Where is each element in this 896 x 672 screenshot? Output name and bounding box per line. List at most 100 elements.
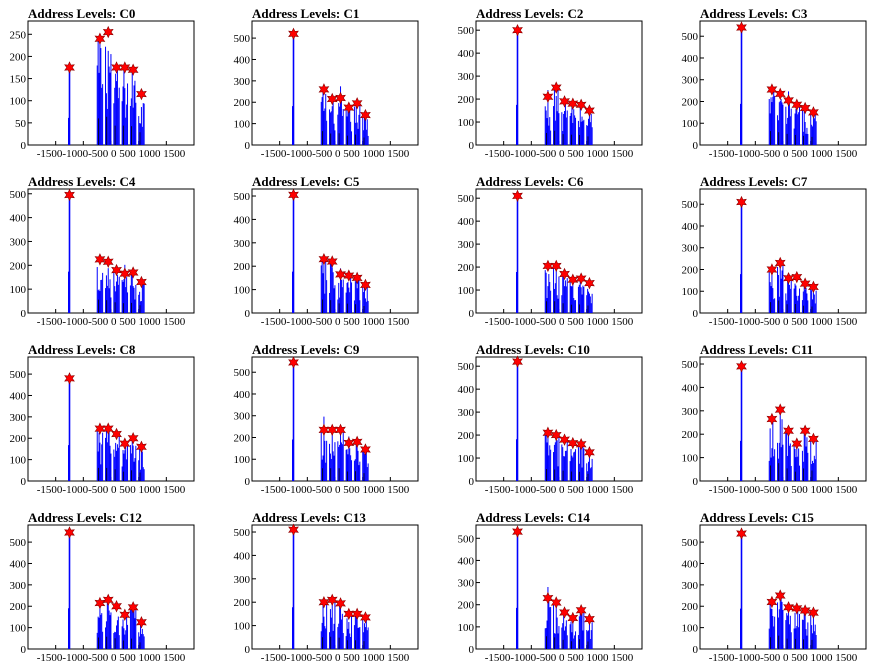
y-tick-label: 500 bbox=[458, 25, 475, 37]
peak-marker bbox=[584, 612, 595, 626]
peak-marker bbox=[766, 412, 778, 426]
histogram-bars bbox=[516, 30, 593, 145]
x-tick-labels: -1500-1000-500 0 500 1000 1500 bbox=[37, 484, 186, 496]
peak-marker bbox=[542, 259, 554, 273]
peak-marker bbox=[774, 403, 786, 416]
y-tick-label: 200 bbox=[10, 433, 27, 445]
peak-marker bbox=[774, 589, 786, 602]
y-tick-label: 200 bbox=[682, 264, 699, 276]
peak-marker bbox=[791, 270, 803, 284]
histogram-bars bbox=[740, 202, 817, 313]
y-tick-label: 200 bbox=[458, 94, 475, 106]
y-tick-label: 100 bbox=[458, 285, 475, 297]
y-tick-label: 0 bbox=[245, 476, 251, 488]
peak-marker bbox=[559, 95, 570, 108]
peak-marker bbox=[575, 438, 587, 451]
histogram-bars bbox=[68, 194, 145, 313]
peak-marker bbox=[64, 526, 75, 539]
peak-marker bbox=[119, 608, 131, 622]
y-tick-label: 0 bbox=[21, 644, 27, 656]
y-tick-label: 100 bbox=[10, 284, 27, 296]
y-tick-label: 0 bbox=[469, 308, 475, 320]
panel-title: Address Levels: C6 bbox=[476, 174, 584, 189]
y-tick-label: 100 bbox=[682, 623, 699, 635]
peak-marker bbox=[64, 188, 75, 202]
panel-title: Address Levels: C3 bbox=[700, 6, 808, 21]
peak-marker bbox=[127, 266, 139, 279]
x-tick-labels: -1500-1000-500 0 500 1000 1500 bbox=[261, 316, 410, 328]
peak-marker bbox=[288, 27, 299, 41]
panel-4: Address Levels: C4 0 100 200 300 400 500 -1500-… bbox=[10, 174, 195, 328]
peak-marker bbox=[512, 189, 523, 203]
y-tick-label: 500 bbox=[234, 33, 251, 45]
y-tick-label: 250 bbox=[10, 29, 27, 41]
peak-marker bbox=[360, 443, 371, 456]
y-tick-label: 300 bbox=[234, 76, 251, 88]
peak-marker bbox=[575, 604, 587, 617]
panel-8: Address Levels: C8 0 100 200 300 400 500 -1500-… bbox=[10, 342, 195, 496]
plot-frame bbox=[27, 188, 195, 314]
y-tick-label: 500 bbox=[682, 537, 699, 549]
peak-marker bbox=[766, 263, 778, 276]
peak-marker bbox=[542, 591, 554, 605]
y-tick-label: 100 bbox=[682, 118, 699, 130]
y-tick-label: 0 bbox=[245, 308, 251, 320]
peak-marker bbox=[360, 611, 371, 624]
y-tick-label: 150 bbox=[10, 74, 27, 86]
peak-marker bbox=[766, 595, 778, 609]
peak-marker bbox=[351, 607, 363, 621]
panel-11: Address Levels: C11 0 100 200 300 400 500 -1500… bbox=[682, 342, 867, 496]
panel-title: Address Levels: C8 bbox=[28, 342, 136, 357]
y-tick-label: 0 bbox=[21, 140, 27, 152]
peak-marker bbox=[512, 23, 523, 37]
peak-marker bbox=[111, 427, 122, 441]
peak-marker bbox=[791, 437, 803, 450]
panel-title: Address Levels: C2 bbox=[476, 6, 583, 21]
panel-title: Address Levels: C1 bbox=[252, 6, 359, 21]
peak-marker bbox=[567, 97, 579, 110]
histogram-bars bbox=[292, 194, 369, 313]
y-tick-label: 500 bbox=[10, 369, 27, 381]
peak-marker bbox=[335, 423, 346, 437]
y-tick-label: 400 bbox=[234, 214, 251, 226]
histogram-bars bbox=[292, 33, 369, 145]
peak-marker bbox=[360, 278, 371, 292]
y-tick-label: 0 bbox=[21, 476, 27, 488]
peak-marker bbox=[335, 268, 346, 281]
peak-marker bbox=[783, 601, 794, 614]
y-tick-label: 200 bbox=[10, 51, 27, 63]
y-tick-label: 500 bbox=[682, 199, 699, 211]
y-tick-label: 400 bbox=[458, 216, 475, 228]
peak-marker bbox=[774, 87, 786, 101]
histogram-bars bbox=[68, 37, 145, 145]
peak-marker bbox=[318, 595, 330, 609]
panel-14: Address Levels: C14 0 100 200 300 400 500 -1500… bbox=[458, 510, 643, 664]
y-tick-label: 300 bbox=[682, 406, 699, 418]
y-tick-label: 200 bbox=[10, 601, 27, 613]
panel-12: Address Levels: C12 0 100 200 300 400 500 -1500… bbox=[10, 510, 195, 664]
peak-marker bbox=[791, 602, 803, 615]
y-tick-label: 100 bbox=[458, 453, 475, 465]
plot-frame bbox=[251, 20, 419, 146]
peak-marker bbox=[119, 61, 131, 74]
peak-marker bbox=[512, 525, 523, 538]
x-tick-labels: -1500-1000-500 0 500 1000 1500 bbox=[261, 148, 410, 160]
peak-marker bbox=[360, 108, 371, 122]
peak-marker bbox=[119, 437, 131, 450]
y-tick-label: 400 bbox=[682, 221, 699, 233]
y-tick-label: 200 bbox=[682, 96, 699, 108]
x-tick-labels: -1500-1000-500 0 500 1000 1500 bbox=[709, 484, 858, 496]
y-tick-label: 400 bbox=[458, 555, 475, 567]
y-tick-label: 500 bbox=[234, 191, 251, 203]
y-tick-label: 300 bbox=[458, 578, 475, 590]
peak-marker bbox=[111, 600, 122, 613]
peak-marker bbox=[335, 91, 346, 105]
panel-9: Address Levels: C9 0 100 200 300 400 500 -1500-… bbox=[234, 342, 419, 496]
y-tick-label: 300 bbox=[458, 407, 475, 419]
y-tick-label: 300 bbox=[682, 580, 699, 592]
panel-title: Address Levels: C15 bbox=[700, 510, 814, 525]
y-tick-label: 500 bbox=[458, 361, 475, 373]
peak-marker bbox=[559, 433, 570, 446]
peak-marker bbox=[584, 446, 595, 459]
panel-15: Address Levels: C15 0 100 200 300 400 500 -1500… bbox=[682, 510, 867, 664]
